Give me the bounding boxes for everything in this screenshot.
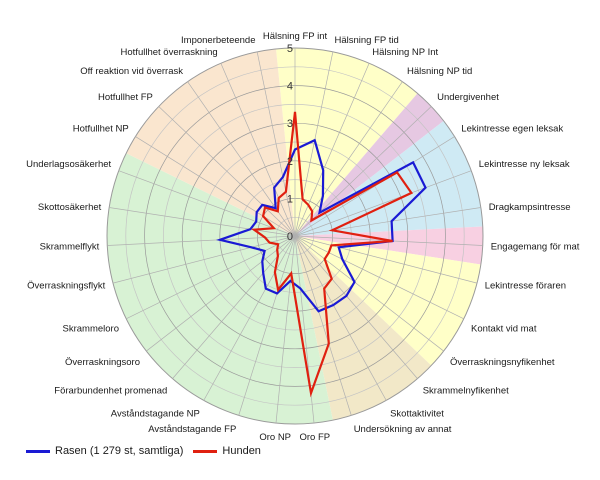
radial-tick-label: 0: [287, 231, 293, 243]
legend-item-hunden: Hunden: [193, 445, 261, 457]
spoke-line: [203, 235, 296, 401]
category-label: Kontakt vid mat: [471, 323, 537, 334]
radial-tick-label: 4: [287, 81, 293, 93]
category-label: Engagemang för mat: [491, 241, 580, 252]
category-label: Dragkampsintresse: [489, 202, 571, 213]
spoke-line: [294, 235, 444, 352]
category-label: Hotfullhet FP: [98, 92, 153, 103]
category-label: Undersökning av annat: [354, 424, 452, 435]
spoke-line: [126, 235, 296, 320]
category-label: Lekintresse egen leksak: [461, 123, 563, 134]
background-sector: [295, 226, 483, 265]
spoke-line: [112, 235, 296, 284]
category-label: Hotfullhet NP: [73, 123, 129, 134]
spoke-line: [294, 136, 455, 237]
background-sector: [295, 120, 483, 236]
legend-swatch-hunden: [193, 449, 218, 453]
spoke-line: [294, 170, 472, 237]
spoke-line: [294, 106, 432, 237]
spoke-line: [294, 235, 387, 401]
category-label: Undergivenhet: [437, 92, 499, 103]
radial-tick-label: 3: [287, 118, 293, 130]
spoke-line: [294, 51, 334, 237]
series-line-hunden: [250, 111, 414, 398]
series-line-rasen: [215, 138, 427, 313]
spoke-line: [294, 81, 403, 237]
spoke-line: [294, 235, 464, 320]
spoke-line: [135, 136, 296, 237]
category-label: Överraskningsflykt: [27, 281, 105, 292]
background-sector: [275, 47, 418, 236]
category-label: Lekintresse ny leksak: [479, 159, 570, 170]
category-label: Överraskningsnyfikenhet: [450, 357, 555, 368]
category-label: Skottaktivitet: [390, 408, 444, 419]
background-sector: [126, 48, 296, 236]
category-label: Hälsning FP int: [263, 31, 328, 42]
legend-swatch-rasen: [26, 449, 50, 453]
legend-item-rasen: Rasen (1 279 st, samtliga): [26, 445, 183, 457]
spoke-line: [294, 235, 418, 379]
category-label: Överraskningsoro: [65, 357, 140, 368]
category-label: Avståndstagande FP: [148, 424, 236, 435]
spoke-line: [220, 63, 296, 237]
spoke-line: [294, 63, 370, 237]
category-label: Skottosäkerhet: [38, 202, 102, 213]
category-label: Skrammelflykt: [40, 241, 100, 252]
series-lines: [215, 111, 427, 398]
category-label: Skrammeloro: [63, 323, 120, 334]
radial-tick-labels: 0 1 2 3 4 5: [287, 43, 293, 243]
spoke-line: [294, 207, 481, 237]
legend: Rasen (1 279 st, samtliga) Hunden: [26, 445, 271, 457]
radial-tick-label: 1: [287, 193, 293, 205]
spoke-line: [256, 51, 296, 237]
spoke-line: [294, 235, 478, 284]
spoke-line: [158, 106, 296, 237]
category-label: Förarbundenhet promenad: [54, 386, 167, 397]
spoke-line: [146, 235, 296, 352]
category-label: Lekintresse föraren: [485, 281, 566, 292]
category-label: Off reaktion vid överrask: [80, 66, 183, 77]
category-label: Imponerbeteende: [181, 35, 255, 46]
category-label: Hälsning FP tid: [335, 35, 399, 46]
radar-spokes: [107, 48, 483, 424]
category-label: Underlagsosäkerhet: [26, 159, 111, 170]
category-label: Hälsning NP Int: [372, 47, 438, 58]
legend-label-rasen: Rasen (1 279 st, samtliga): [55, 445, 184, 457]
spoke-line: [118, 170, 296, 237]
spoke-line: [109, 207, 296, 237]
category-label: Skrammelnyfikenhet: [423, 386, 509, 397]
spoke-line: [275, 235, 296, 424]
spoke-line: [294, 235, 352, 416]
category-label: Oro FP: [299, 432, 330, 440]
category-label: Avståndstagande NP: [111, 408, 200, 419]
background-sector: [107, 153, 333, 424]
spoke-line: [172, 235, 296, 379]
category-label: Hotfullhet överraskning: [121, 47, 218, 58]
category-label: Hälsning NP tid: [407, 66, 472, 77]
radial-tick-label: 2: [287, 156, 293, 168]
legend-label-hunden: Hunden: [222, 445, 261, 457]
radial-tick-label: 5: [287, 43, 293, 55]
category-label: Oro NP: [259, 432, 291, 440]
spoke-line: [238, 235, 296, 416]
